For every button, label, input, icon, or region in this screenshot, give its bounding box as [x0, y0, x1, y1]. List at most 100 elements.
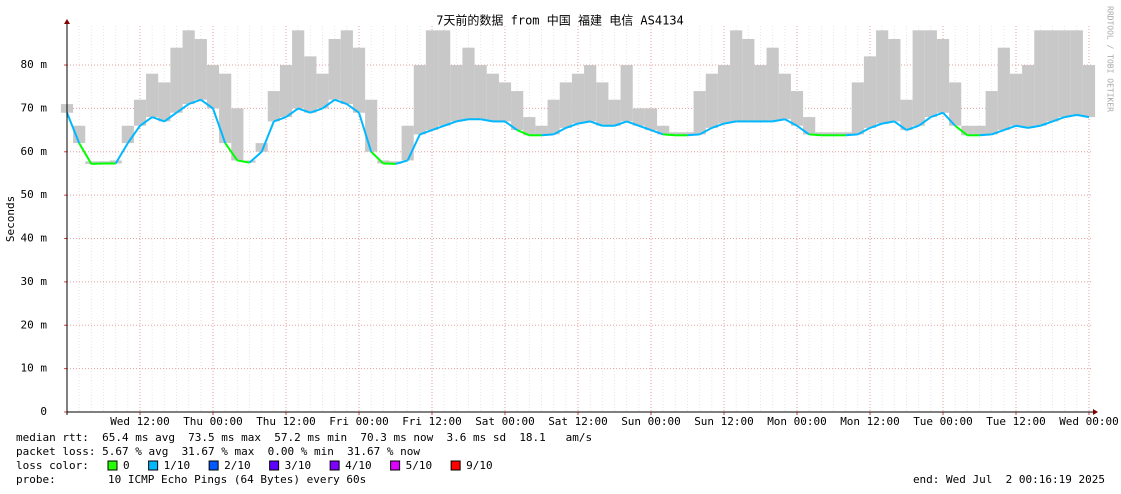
- legend-label: 3/10: [285, 459, 312, 472]
- smoke: [73, 125, 86, 144]
- smoke: [900, 99, 913, 131]
- smoke: [450, 65, 463, 122]
- legend-label: 4/10: [345, 459, 372, 472]
- smoke: [328, 39, 341, 100]
- median-segment: [346, 103, 360, 114]
- median-segment: [1015, 124, 1029, 129]
- median-segment: [869, 122, 883, 129]
- median-segment: [456, 118, 469, 123]
- median-segment: [370, 151, 385, 165]
- median-segment: [687, 133, 700, 137]
- smoke: [644, 108, 658, 131]
- smoke: [559, 82, 572, 128]
- y-tick-label: 80 m: [21, 58, 48, 71]
- smoke: [608, 99, 621, 126]
- median-segment: [614, 120, 628, 127]
- median-segment: [212, 108, 227, 144]
- smoke: [133, 99, 147, 126]
- y-tick-label: 50 m: [21, 188, 48, 201]
- smoke: [657, 125, 670, 135]
- smoke: [340, 30, 353, 105]
- smoke: [669, 132, 682, 136]
- smoke: [438, 30, 451, 126]
- watermark: RRDTOOL / TOBI OETIKER: [1106, 6, 1115, 112]
- median-segment: [309, 107, 323, 114]
- y-tick-label: 30 m: [21, 275, 48, 288]
- smoke: [219, 73, 232, 144]
- median-segment: [151, 116, 165, 123]
- y-tick-label: 60 m: [21, 145, 48, 158]
- smoke: [790, 91, 804, 126]
- median-segment: [175, 103, 190, 114]
- legend-swatch: [269, 460, 280, 471]
- median-segment: [711, 122, 725, 129]
- smoke: [815, 132, 828, 136]
- median-segment: [541, 133, 554, 137]
- smoke: [279, 65, 293, 118]
- y-tick-label: 10 m: [21, 362, 48, 375]
- median-segment: [127, 125, 141, 144]
- smoke: [936, 39, 950, 113]
- legend-swatch: [450, 460, 461, 471]
- median-segment: [772, 118, 786, 123]
- smoke: [803, 117, 816, 135]
- median-segment: [991, 129, 1005, 136]
- median-segment: [260, 121, 275, 153]
- smoke: [1082, 65, 1096, 118]
- median-segment: [321, 98, 336, 110]
- median-segment: [881, 120, 895, 125]
- median-segment: [443, 120, 457, 127]
- smoke: [182, 30, 195, 105]
- median-segment: [979, 133, 992, 137]
- smoke: [206, 65, 220, 109]
- smoke: [401, 125, 414, 161]
- x-tick-label: Mon 00:00: [767, 415, 827, 428]
- smoke: [888, 39, 901, 122]
- smoke: [985, 91, 998, 135]
- median-segment: [954, 124, 968, 137]
- median-segment: [723, 120, 737, 125]
- median-segment: [297, 107, 311, 114]
- median-segment: [224, 142, 239, 162]
- smoke: [730, 30, 743, 122]
- median-segment: [431, 124, 445, 132]
- smoke: [462, 47, 475, 120]
- x-tick-label: Fri 00:00: [329, 415, 389, 428]
- smoke: [632, 108, 645, 126]
- smoke: [1070, 30, 1083, 115]
- smoke: [754, 65, 767, 122]
- x-arrow: [1093, 409, 1098, 415]
- smoke: [547, 99, 560, 135]
- median-segment: [1003, 124, 1017, 132]
- smoke: [1034, 30, 1047, 126]
- probe-title: probe:: [16, 473, 56, 486]
- median-segment: [796, 124, 810, 136]
- x-tick-label: Thu 00:00: [183, 415, 243, 428]
- smoke: [681, 132, 694, 136]
- median-segment: [66, 112, 81, 144]
- median-segment: [589, 120, 603, 127]
- x-tick-label: Fri 12:00: [402, 415, 462, 428]
- smoke: [912, 30, 925, 126]
- median-segment: [480, 118, 494, 123]
- smoke: [97, 161, 110, 164]
- smoke: [766, 47, 779, 122]
- legend-label: 5/10: [406, 459, 433, 472]
- legend-label: 0: [123, 459, 130, 472]
- legend-swatch: [208, 460, 219, 471]
- median-segment: [504, 120, 518, 131]
- median-segment: [334, 98, 348, 106]
- median-segment: [893, 120, 908, 131]
- y-tick-label: 20 m: [21, 318, 48, 331]
- legend-label: 9/10: [466, 459, 493, 472]
- legend-swatch: [390, 460, 401, 471]
- legend-swatch: [107, 460, 118, 471]
- median-segment: [699, 127, 713, 136]
- smoke: [717, 65, 731, 124]
- median-segment: [163, 111, 178, 123]
- median-segment: [942, 112, 956, 127]
- smoke: [620, 65, 633, 122]
- smoke: [924, 30, 937, 118]
- stats-line: packet loss: 5.67 % avg 31.67 % max 0.00…: [16, 445, 420, 458]
- smoke: [158, 82, 171, 122]
